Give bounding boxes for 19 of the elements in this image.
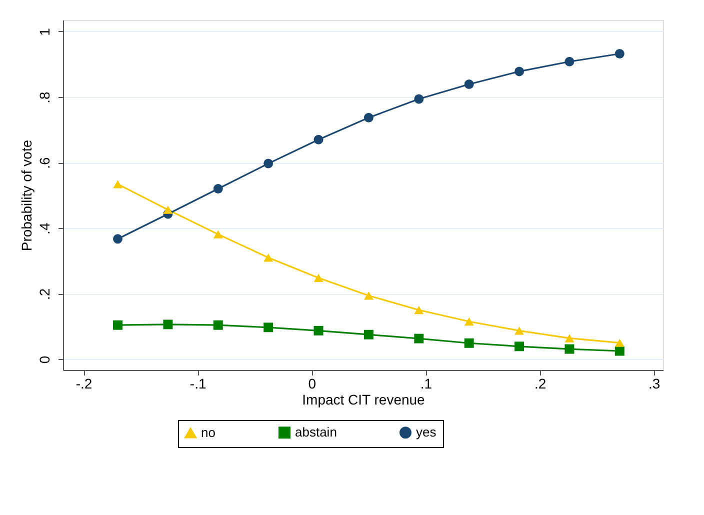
x-tick-label: 0 bbox=[308, 376, 316, 392]
y-tick-label: .8 bbox=[36, 91, 52, 104]
y-tick-label: 1 bbox=[36, 28, 52, 36]
x-tick-label: -.1 bbox=[190, 376, 206, 392]
legend-label: yes bbox=[416, 424, 437, 440]
x-tick-label: .3 bbox=[648, 376, 660, 392]
y-tick-label: .2 bbox=[36, 288, 52, 300]
y-tick-label: 0 bbox=[36, 356, 52, 364]
y-tick-label: .6 bbox=[36, 157, 52, 169]
y-tick-label: .4 bbox=[36, 222, 52, 234]
x-axis-title: Impact CIT revenue bbox=[302, 392, 426, 408]
y-axis-title: Probability of vote bbox=[18, 140, 34, 252]
legend-label: abstain bbox=[295, 424, 337, 440]
point bbox=[213, 184, 223, 194]
x-tick-label: -.2 bbox=[76, 376, 92, 392]
x-tick-label: .1 bbox=[420, 376, 432, 392]
legend-label: no bbox=[201, 424, 216, 440]
point bbox=[514, 342, 524, 352]
x-tick-label: .2 bbox=[534, 376, 546, 392]
